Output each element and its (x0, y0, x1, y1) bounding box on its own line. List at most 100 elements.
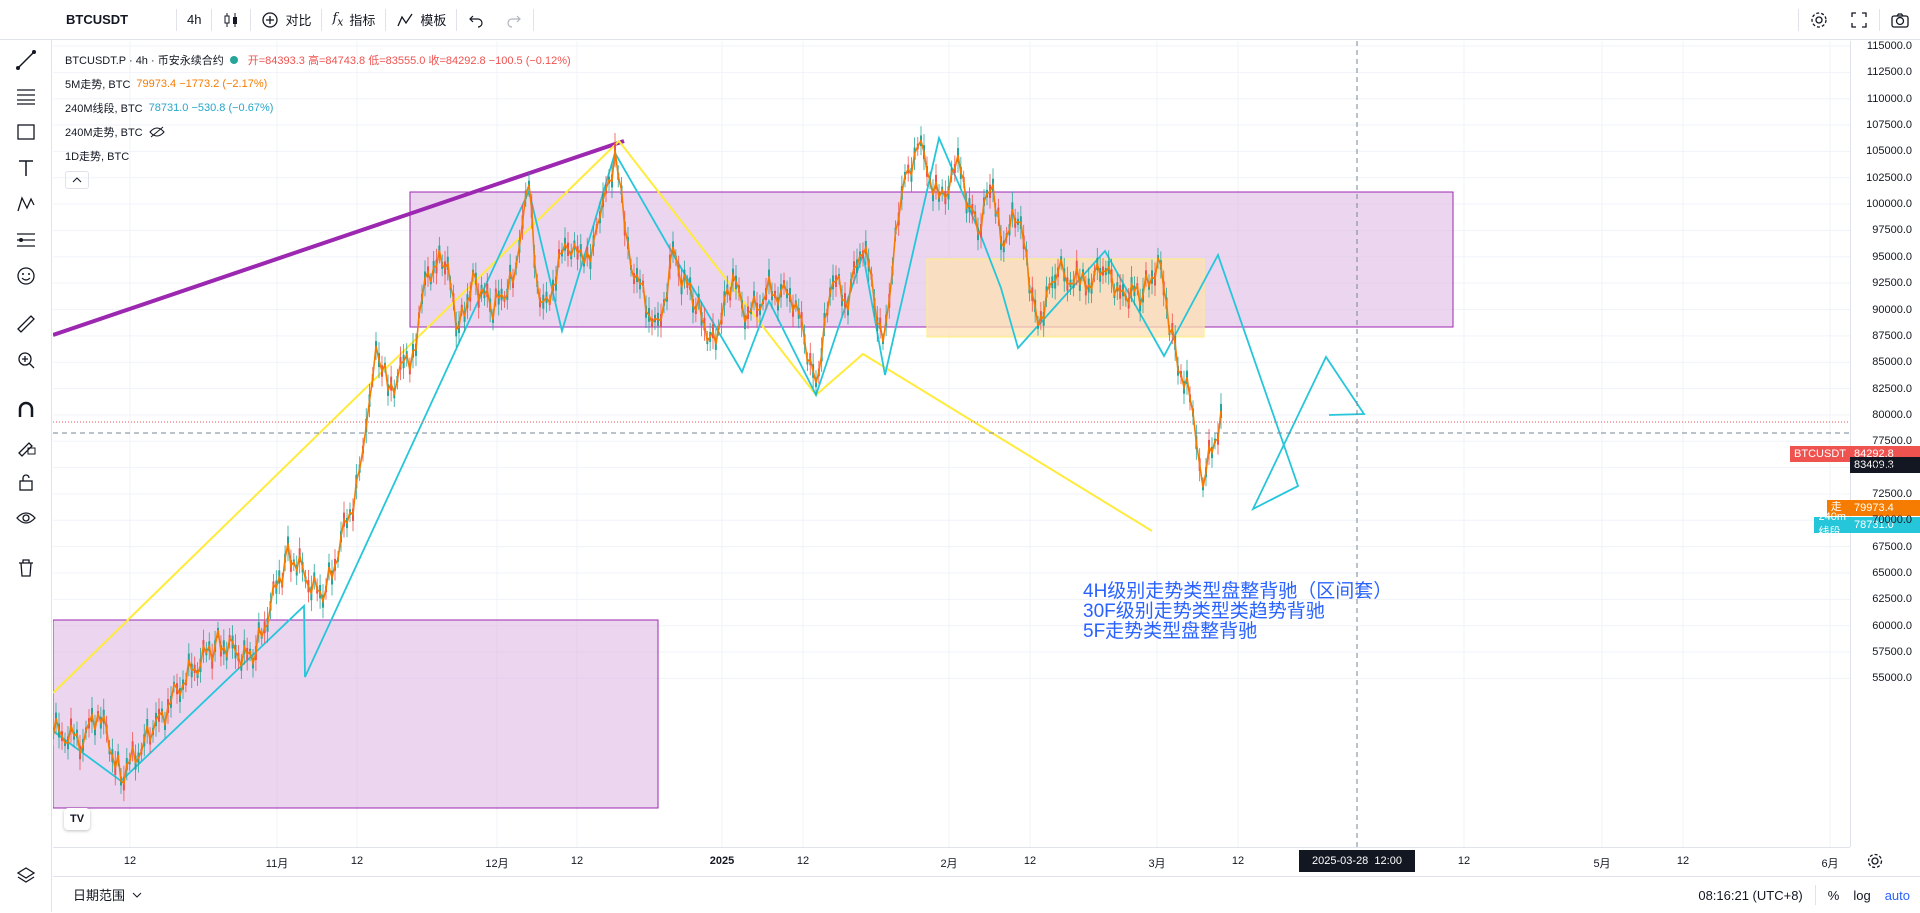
compare-button[interactable]: 对比 (251, 0, 321, 40)
forecast-icon[interactable] (12, 226, 40, 254)
axis-settings-button[interactable] (1866, 852, 1884, 875)
indicators-button[interactable]: fx 指标 (322, 0, 385, 40)
time-tick-label: 12 (570, 855, 584, 867)
time-tick-label: 12 (350, 855, 364, 867)
pattern-icon[interactable] (12, 190, 40, 218)
time-tick-label: 5月 (1593, 858, 1611, 870)
time-tick-label: 12 (796, 855, 810, 867)
series-tag-value: 79973.4 (1850, 500, 1920, 516)
price-tick-label: 87500.0 (1872, 329, 1912, 342)
zoom-in-icon[interactable] (12, 346, 40, 374)
eye-icon[interactable] (12, 504, 40, 532)
plus-circle-icon (262, 11, 279, 28)
lock-pencil-icon[interactable] (12, 432, 40, 460)
divider (321, 8, 323, 31)
orange-5m-trend[interactable] (53, 138, 1222, 786)
layers-icon[interactable] (12, 862, 40, 890)
price-tick-label: 97500.0 (1872, 224, 1912, 237)
annotation-text[interactable]: 4H级别走势类型盘整背驰（区间套） 30F级别走势类型类趋势背驰 5F走势类型盘… (1083, 582, 1392, 642)
price-tick-label: 75000.0 (1872, 461, 1912, 474)
interval-selector[interactable]: 4h (187, 12, 202, 27)
text-icon[interactable] (12, 154, 40, 182)
clock[interactable]: 08:16:21 (UTC+8) (1698, 887, 1803, 903)
horizontal-lines-icon[interactable] (12, 82, 40, 110)
snapshot-button[interactable] (1880, 0, 1920, 40)
redo-button[interactable] (495, 0, 533, 40)
templates-button[interactable]: 模板 (386, 0, 456, 40)
undo-button[interactable] (457, 0, 495, 40)
divider (456, 8, 458, 31)
divider (385, 8, 387, 31)
divider (250, 8, 252, 31)
divider (176, 8, 177, 31)
percent-toggle[interactable]: % (1827, 887, 1840, 903)
price-tick-label: 85000.0 (1872, 356, 1912, 369)
undo-icon (469, 15, 484, 28)
collapse-legend-button[interactable] (65, 171, 89, 189)
price-tick-label: 102500.0 (1866, 171, 1912, 184)
legend-row-name[interactable]: 240M线段, BTC (65, 103, 143, 115)
log-toggle[interactable]: log (1853, 887, 1871, 903)
price-tick-label: 57500.0 (1872, 646, 1912, 659)
candles-icon (224, 12, 238, 27)
trash-icon[interactable] (12, 554, 40, 582)
templates-icon (397, 13, 413, 26)
legend-row-name[interactable]: 240M走势, BTC (65, 127, 143, 139)
rectangle-icon[interactable] (12, 118, 40, 146)
time-tick-label: 2月 (940, 858, 958, 870)
compare-label: 对比 (285, 13, 312, 28)
last-price-symbol-tag: BTCUSDT (1790, 446, 1850, 462)
legend-row-name[interactable]: 1D走势, BTC (65, 151, 130, 163)
time-tick-label: 12 (1676, 855, 1690, 867)
fx-icon: fx (332, 10, 344, 29)
settings-button[interactable] (1799, 0, 1839, 40)
price-tick-label: 70000.0 (1872, 514, 1912, 527)
price-tick-label: 95000.0 (1872, 250, 1912, 263)
chart-type-button[interactable] (212, 0, 250, 40)
price-tick-label: 92500.0 (1872, 277, 1912, 290)
lock-icon[interactable] (12, 468, 40, 496)
date-range-button[interactable]: 日期范围 (73, 885, 143, 904)
hidden-eye-icon[interactable] (148, 126, 165, 138)
divider (1879, 9, 1880, 31)
divider (1798, 9, 1799, 31)
chevron-up-icon (72, 177, 82, 183)
time-cursor-label: 2025-03-28 12:00 (1299, 850, 1415, 872)
magnet-icon[interactable] (12, 396, 40, 424)
legend-row-name[interactable]: 5M走势, BTC (65, 79, 131, 91)
chart-legend: BTCUSDT.P · 4h · 币安永续合约 开=84393.3 高=8474… (65, 48, 571, 192)
range-box-lower[interactable] (53, 619, 659, 809)
fullscreen-icon (1851, 12, 1867, 28)
divider (211, 8, 213, 31)
fullscreen-button[interactable] (1839, 0, 1879, 40)
price-tick-label: 72500.0 (1872, 487, 1912, 500)
legend-row-value: 78731.0 −530.8 (−0.67%) (148, 102, 274, 114)
ruler-icon[interactable] (12, 310, 40, 338)
camera-icon (1891, 13, 1909, 28)
top-toolbar: BTCUSDT 4h 对比 fx 指标 模板 (0, 0, 1920, 40)
templates-label: 模板 (420, 13, 447, 28)
tradingview-logo[interactable]: TV (64, 808, 90, 830)
trendline-icon[interactable] (12, 46, 40, 74)
legend-row-value: 79973.4 −1773.2 (−2.17%) (136, 78, 268, 90)
divider (1814, 885, 1816, 905)
annotation-line-2: 30F级别走势类型类趋势背驰 (1083, 601, 1325, 622)
auto-toggle[interactable]: auto (1884, 887, 1910, 903)
chart-pane[interactable]: 4H级别走势类型盘整背驰（区间套） 30F级别走势类型类趋势背驰 5F走势类型盘… (53, 41, 1850, 847)
price-tick-label: 77500.0 (1872, 435, 1912, 448)
emoji-icon[interactable] (12, 262, 40, 290)
price-tick-label: 60000.0 (1872, 619, 1912, 632)
chevron-down-icon (132, 892, 142, 898)
time-tick-label: 12 (123, 855, 137, 867)
range-box-inner[interactable] (926, 258, 1205, 338)
series-tag-value: 78731.0 (1850, 517, 1920, 533)
price-axis[interactable]: BTCUSDT 84292.8 83409.3 5M走势 79973.4 240… (1790, 40, 1920, 847)
price-chart[interactable] (53, 41, 1850, 847)
price-tick-label: 67500.0 (1872, 540, 1912, 553)
price-tick-label: 100000.0 (1866, 198, 1912, 211)
grid (53, 41, 1850, 847)
indicators-label: 指标 (349, 13, 376, 28)
symbol-search[interactable]: BTCUSDT (66, 12, 129, 27)
time-axis[interactable]: 2025-03-28 12:00 12 11月 12 12月 12 2025 12 2月 12 3… (53, 847, 1883, 875)
main-series-title[interactable]: BTCUSDT.P · 4h · 币安永续合约 (65, 55, 224, 67)
